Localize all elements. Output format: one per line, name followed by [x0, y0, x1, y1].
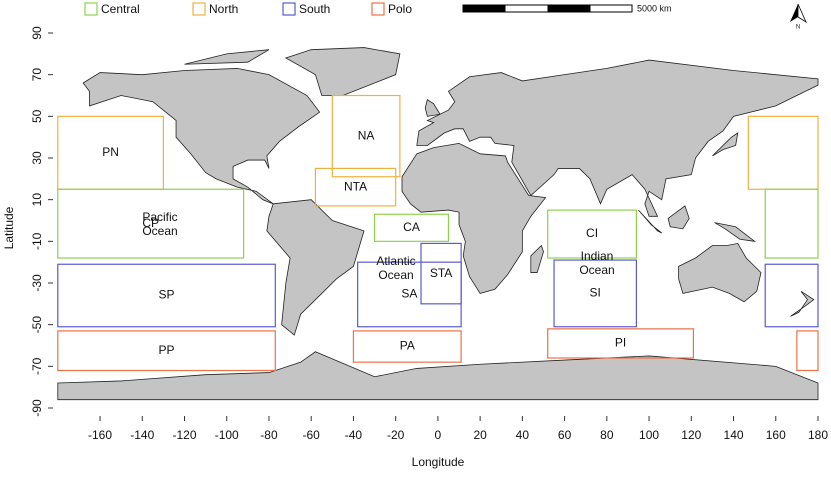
legend-swatch: [84, 2, 98, 16]
region-label: SA: [401, 287, 417, 301]
region-box: [314, 167, 397, 207]
north-arrow: [797, 3, 807, 24]
x-tick-label: 40: [516, 428, 530, 442]
north-label: N: [796, 25, 800, 31]
x-tick-label: -140: [130, 428, 154, 442]
y-tick-label: -50: [30, 316, 44, 334]
x-axis-title: Longitude: [412, 455, 465, 469]
landmass: [266, 199, 365, 336]
x-tick-label: 140: [724, 428, 744, 442]
region-label: CA: [403, 220, 420, 234]
x-tick-label: 180: [808, 428, 828, 442]
region-box: [57, 330, 276, 372]
region-box: [352, 330, 462, 363]
y-tick-label: 10: [30, 193, 44, 207]
x-tick-label: 60: [558, 428, 572, 442]
y-tick-label: 30: [30, 151, 44, 165]
region-box: [747, 115, 819, 190]
y-axis-title: Latitude: [2, 206, 16, 249]
landmass: [184, 49, 270, 65]
region-box: [764, 263, 819, 328]
x-tick-label: -20: [387, 428, 405, 442]
ocean-label: Ocean: [142, 224, 177, 238]
y-tick-label: 90: [30, 26, 44, 40]
landmass: [790, 290, 815, 317]
x-tick-label: -120: [172, 428, 196, 442]
y-tick-label: 70: [30, 68, 44, 82]
region-label: PN: [102, 145, 119, 159]
ocean-label: Atlantic: [376, 254, 415, 268]
region-label: NTA: [344, 179, 367, 193]
region-box: [547, 328, 695, 359]
region-box: [331, 94, 401, 178]
x-tick-label: 160: [766, 428, 786, 442]
legend-swatch: [371, 2, 385, 16]
landmass: [638, 209, 662, 234]
landmass: [416, 59, 819, 217]
x-tick-label: 100: [639, 428, 659, 442]
region-label: CP: [142, 216, 159, 230]
landmass: [401, 143, 547, 294]
landmass: [714, 222, 757, 242]
region-box: [796, 330, 819, 372]
x-tick-label: 0: [435, 428, 442, 442]
region-box: [57, 263, 276, 328]
ocean-label: Indian: [581, 249, 614, 263]
x-tick-label: 120: [681, 428, 701, 442]
region-box: [57, 188, 245, 259]
region-label: PI: [615, 336, 626, 350]
region-label: CI: [586, 226, 598, 240]
landmass: [424, 99, 441, 117]
landmass: [712, 132, 739, 157]
scale-bar: [547, 4, 591, 13]
landmasses: [57, 47, 819, 401]
region-label: SI: [590, 286, 601, 300]
y-tick-label: -10: [30, 232, 44, 250]
x-tick-label: -60: [303, 428, 321, 442]
x-tick-label: -160: [88, 428, 112, 442]
scale-bar: [589, 4, 633, 13]
y-tick-label: 50: [30, 109, 44, 123]
x-tick-label: 80: [600, 428, 614, 442]
landmass: [57, 351, 819, 401]
x-tick-label: 20: [473, 428, 487, 442]
landmass: [678, 242, 762, 303]
legend-label: North: [209, 2, 238, 16]
landmass: [530, 244, 544, 273]
region-box: [764, 188, 819, 259]
landmass: [82, 68, 321, 205]
legend-label: Central: [101, 2, 140, 16]
ocean-label: Pacific: [142, 210, 177, 224]
y-tick-label: -90: [30, 399, 44, 417]
region-label: PA: [400, 339, 415, 353]
x-tick-label: -80: [260, 428, 278, 442]
legend-swatch: [192, 2, 206, 16]
ocean-label: Ocean: [579, 263, 614, 277]
ocean-label: Ocean: [378, 268, 413, 282]
scale-bar: [462, 4, 506, 13]
region-box: [547, 209, 637, 259]
legend-label: Polo: [388, 2, 412, 16]
scale-bar-label: 5000 km: [637, 3, 672, 13]
legend-label: South: [299, 2, 330, 16]
regions: PN CP SP PP NA NTA CA STA SA PA CI SI PI: [57, 94, 819, 372]
y-tick-label: -70: [30, 357, 44, 375]
x-tick-label: -40: [345, 428, 363, 442]
region-label: STA: [430, 266, 452, 280]
region-label: PP: [159, 343, 175, 357]
landmass: [667, 205, 690, 230]
region-box: [373, 213, 450, 242]
region-box: [553, 259, 637, 328]
landmass: [284, 47, 401, 96]
legend-swatch: [282, 2, 296, 16]
region-label: NA: [358, 128, 375, 142]
region-box: [357, 261, 462, 328]
y-tick-label: -30: [30, 274, 44, 292]
x-tick-label: -100: [215, 428, 239, 442]
scale-bar: [504, 4, 549, 13]
north-arrow: [790, 4, 798, 22]
region-label: SP: [159, 288, 175, 302]
